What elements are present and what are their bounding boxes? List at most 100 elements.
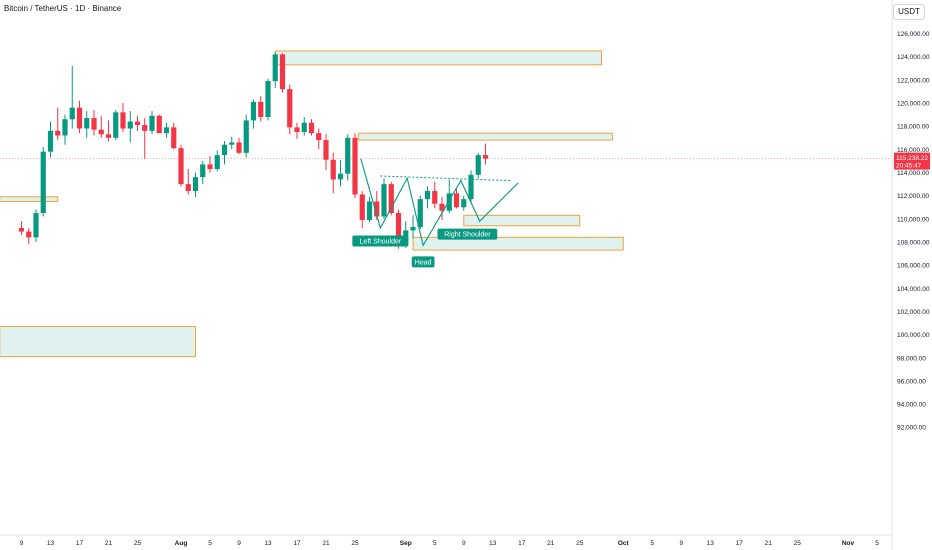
currency-button[interactable]: USDT [893, 4, 925, 20]
price-axis-label: 122,000.00 [897, 77, 930, 84]
candle-body [178, 148, 184, 185]
candle-body [98, 129, 104, 135]
time-axis-label: 17 [518, 540, 526, 547]
candle-body [359, 194, 365, 220]
candle-body [229, 142, 235, 145]
pattern-label-text: Right Shoulder [444, 232, 491, 239]
candle-body [461, 199, 467, 208]
candle-body [221, 144, 228, 156]
time-axis-label: Aug [175, 540, 188, 547]
pattern-label-bg [437, 228, 498, 240]
candle-body [156, 115, 162, 134]
price-axis-label: 102,000.00 [897, 309, 930, 316]
price-axis-label: 118,000.00 [897, 124, 929, 131]
time-axis-label: 21 [547, 540, 555, 547]
candle-body [84, 118, 90, 129]
candle-body [214, 155, 220, 170]
candle-body [236, 142, 242, 153]
time-axis-label: 9 [679, 540, 683, 547]
candle-body [185, 184, 191, 192]
candle-body [366, 201, 373, 220]
candle-body [113, 112, 119, 138]
candle-body [446, 193, 452, 211]
candle-body [424, 191, 431, 200]
supply-demand-zone [274, 50, 602, 66]
price-axis-label: 98,000.00 [897, 355, 926, 362]
candle-body [171, 127, 177, 149]
price-axis-label: 116,000.00 [897, 147, 929, 154]
price-axis-label: 92,000.00 [897, 425, 926, 432]
time-axis-label: 9 [237, 540, 241, 547]
candle-body [475, 155, 481, 175]
pattern-label-bg [352, 235, 409, 247]
candle-body [163, 127, 170, 134]
candle-body [192, 177, 199, 192]
time-axis-label: 21 [105, 540, 113, 547]
price-axis-label: 108,000.00 [897, 239, 930, 246]
candle-body [403, 230, 409, 240]
candle-body [127, 121, 133, 129]
candle-body [482, 155, 489, 159]
price-axis-label: 112,000.00 [897, 193, 929, 200]
time-axis-label: 5 [433, 540, 437, 547]
candle-body [272, 54, 278, 82]
time-axis-label: 25 [351, 540, 359, 547]
price-axis-label: 110,000.00 [897, 216, 929, 223]
price-axis-label: 114,000.00 [897, 170, 929, 177]
time-axis-label: 5 [875, 540, 879, 547]
candle-body [468, 174, 474, 200]
pattern-label-text: Left Shoulder [360, 239, 402, 246]
time-axis-label: 5 [208, 540, 212, 547]
time-axis-label: 25 [576, 540, 584, 547]
candle-body [18, 228, 25, 232]
neckline [380, 175, 511, 182]
candle-body [323, 140, 329, 160]
chart-title: Bitcoin / TetherUS · 1D · Binance [4, 4, 122, 13]
candle-body [388, 184, 394, 214]
price-axis-label: 94,000.00 [897, 402, 926, 409]
pattern-label-text: Head [415, 259, 432, 266]
candle-body [330, 159, 336, 180]
candle-body [47, 130, 54, 152]
time-axis-label: Sep [400, 540, 412, 547]
plot-area: Left Shoulder Head Right Shoulder [0, 50, 892, 358]
candle-body [120, 112, 126, 129]
head-shoulders-pattern [360, 158, 519, 247]
current-price-value: 115,238.22 [896, 155, 928, 162]
candle-body [432, 191, 438, 204]
candle-body [337, 173, 344, 180]
candle-body [55, 130, 61, 136]
candle-body [345, 137, 351, 174]
supply-demand-zone [412, 236, 624, 251]
price-axis-label: 96,000.00 [897, 378, 926, 385]
supply-demand-zone [0, 196, 59, 202]
candle-body [69, 107, 75, 120]
candle-body [250, 101, 257, 121]
candle-body [200, 164, 206, 178]
candle-body [410, 226, 416, 231]
candle-body [352, 137, 358, 195]
price-axis-label: 120,000.00 [897, 101, 930, 108]
candle-body [40, 151, 46, 214]
candle-body [294, 127, 300, 132]
candle-body [279, 54, 286, 90]
supply-demand-zone [358, 132, 613, 141]
candle-body [91, 118, 97, 130]
price-axis-label: 124,000.00 [897, 54, 930, 61]
pattern-label-bg [411, 256, 435, 268]
candle-body [265, 81, 271, 117]
candle-body [149, 115, 155, 131]
candle-body [105, 134, 112, 138]
time-axis-label: 25 [134, 540, 142, 547]
price-axis-label: 100,000.00 [897, 332, 930, 339]
pattern-label: Right Shoulder [437, 228, 498, 240]
time-axis-label: 17 [293, 540, 301, 547]
candle-body [374, 201, 380, 217]
time-axis-label: 21 [322, 540, 330, 547]
candle-body [142, 125, 148, 131]
candle-body [395, 213, 402, 240]
time-axis-label: 9 [462, 540, 466, 547]
supply-demand-zone [0, 325, 196, 358]
time-axis-label: 25 [794, 540, 802, 547]
